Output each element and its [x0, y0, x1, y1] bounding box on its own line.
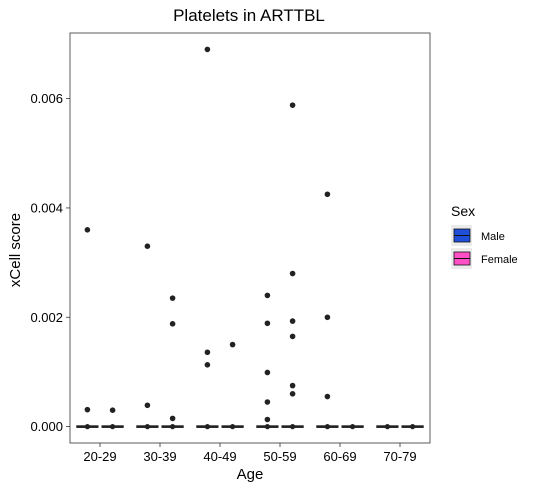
outlier-point [204, 362, 211, 368]
legend-title: Sex [451, 203, 475, 219]
plot-marks [76, 46, 424, 430]
y-tick-label: 0.004 [30, 200, 63, 215]
outlier-point [264, 320, 271, 327]
plot-panel [69, 32, 431, 444]
outlier-point [289, 391, 296, 397]
outlier-point [264, 369, 271, 376]
legend-label-male: Male [481, 231, 505, 243]
y-tick-label: 0.002 [30, 310, 63, 325]
zero-point [204, 424, 210, 430]
zero-point [350, 424, 356, 430]
y-tick-label: 0.000 [30, 419, 63, 434]
chart-title: Platelets in ARTTBL [173, 6, 325, 25]
outlier-point [264, 416, 271, 423]
outlier-point [144, 402, 151, 409]
zero-point [110, 424, 116, 430]
outlier-point [204, 46, 211, 53]
zero-point [410, 424, 416, 430]
outlier-point [289, 318, 296, 324]
zero-point [84, 424, 90, 430]
outlier-point [169, 415, 176, 422]
x-tick-label: 60-69 [323, 449, 356, 464]
outlier-point [289, 102, 296, 108]
x-tick-label: 70-79 [383, 449, 416, 464]
outlier-point [109, 407, 116, 414]
x-axis: 20-29 30-39 40-49 50-59 60-69 70-79 [83, 443, 417, 464]
outlier-point [204, 349, 211, 356]
outlier-point [144, 243, 151, 249]
x-tick-label: 20-29 [83, 449, 116, 464]
legend-item-female: Female [451, 248, 518, 269]
y-axis: 0.000 0.002 0.004 0.006 [30, 91, 70, 434]
zero-point [144, 424, 150, 430]
zero-point [384, 424, 390, 430]
zero-point [264, 424, 270, 430]
outlier-point [289, 333, 296, 340]
legend-item-male: Male [451, 225, 505, 246]
outlier-point [289, 270, 296, 277]
outlier-point [229, 341, 236, 348]
x-tick-label: 30-39 [143, 449, 176, 464]
zero-point [290, 424, 296, 430]
outlier-point [324, 191, 331, 198]
outlier-point [324, 314, 331, 321]
zero-point [324, 424, 330, 430]
y-axis-title: xCell score [7, 213, 24, 287]
legend-label-female: Female [481, 254, 518, 266]
outlier-point [84, 406, 91, 413]
outlier-point [324, 393, 331, 400]
zero-point [170, 424, 176, 430]
outlier-point [169, 321, 176, 327]
x-axis-title: Age [237, 466, 264, 483]
legend: Sex Male Female [451, 203, 518, 269]
outlier-point [264, 292, 271, 299]
outlier-point [84, 227, 91, 233]
y-tick-label: 0.006 [30, 91, 63, 106]
x-tick-label: 40-49 [203, 449, 236, 464]
outlier-point [289, 382, 296, 389]
x-tick-label: 50-59 [263, 449, 296, 464]
zero-point [230, 424, 236, 430]
outlier-point [264, 399, 271, 405]
outlier-point [169, 295, 176, 301]
